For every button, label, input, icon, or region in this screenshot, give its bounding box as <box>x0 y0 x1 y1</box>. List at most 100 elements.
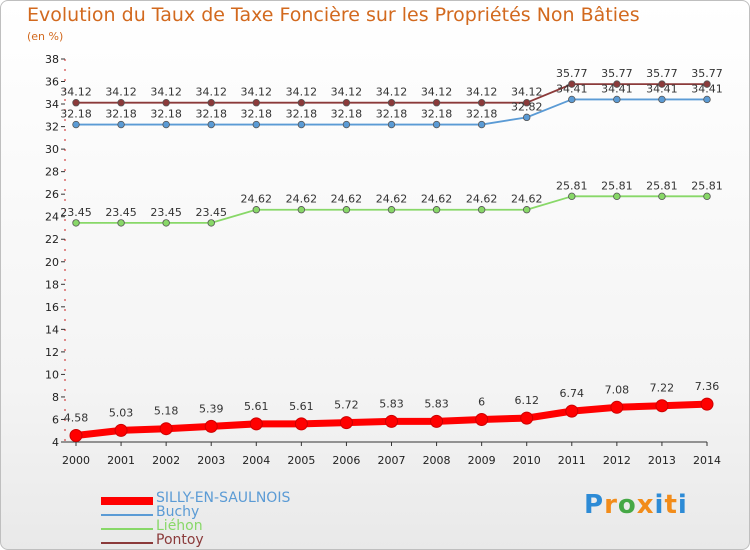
legend-swatch <box>101 542 153 544</box>
data-point <box>703 95 711 104</box>
y-tick-label: 28 <box>45 166 59 179</box>
data-label: 32.18 <box>421 108 453 121</box>
data-point <box>297 99 306 107</box>
data-point <box>72 219 80 227</box>
data-point <box>252 206 260 214</box>
data-point <box>387 99 396 107</box>
y-unit-label: (en %) <box>27 30 64 43</box>
data-point <box>297 206 306 214</box>
data-label: 24.62 <box>466 193 498 206</box>
data-point <box>613 192 621 201</box>
y-tick-label: 36 <box>45 76 59 89</box>
series-layer <box>69 80 714 442</box>
data-point <box>339 416 353 430</box>
data-label: 5.61 <box>289 400 314 413</box>
data-point <box>207 99 215 107</box>
data-point <box>207 219 215 227</box>
y-tick-label: 6 <box>52 413 59 426</box>
data-label: 25.81 <box>646 179 678 192</box>
data-label: 4.58 <box>64 411 89 424</box>
data-point <box>204 419 218 433</box>
logo-letter: x <box>636 490 655 520</box>
y-tick-label: 24 <box>45 211 59 224</box>
data-point <box>294 417 308 431</box>
data-label: 7.08 <box>605 383 630 396</box>
x-tick-label: 2008 <box>423 454 451 467</box>
legend-label: Liéhon <box>156 518 203 534</box>
data-point <box>700 397 714 411</box>
data-point <box>162 99 170 107</box>
data-label: 34.12 <box>241 86 273 99</box>
y-tick-label: 30 <box>45 143 59 156</box>
data-label: 35.77 <box>646 67 678 80</box>
data-point <box>117 99 125 107</box>
y-tick-label: 26 <box>45 188 59 201</box>
data-point <box>430 414 444 428</box>
logo-letter: r <box>604 490 618 520</box>
data-point <box>477 120 486 129</box>
data-label: 24.62 <box>241 193 273 206</box>
data-label: 32.18 <box>286 108 318 121</box>
data-point <box>297 120 306 129</box>
data-label: 6 <box>478 395 485 408</box>
data-label: 34.12 <box>195 86 227 99</box>
legend-label: SILLY-EN-SAULNOIS <box>156 490 291 506</box>
legend-swatch <box>101 497 153 505</box>
data-labels-layer: 23.45 23.45 23.45 23.45 24.62 24.62 24.62 24.62… <box>60 67 723 424</box>
x-tick-label: 2010 <box>513 454 541 467</box>
data-label: 34.41 <box>646 82 678 95</box>
data-point <box>385 414 398 428</box>
data-label: 32.18 <box>331 108 363 121</box>
y-tick-label: 16 <box>45 301 59 314</box>
data-label: 23.45 <box>150 206 182 219</box>
logo-letter: P <box>584 490 605 520</box>
x-tick-label: 2004 <box>242 454 270 467</box>
y-tick-label: 8 <box>52 391 59 404</box>
data-label: 5.18 <box>154 405 179 418</box>
data-label: 24.62 <box>421 193 453 206</box>
y-tick-label: 14 <box>45 323 59 336</box>
data-point <box>703 192 711 201</box>
y-tick-label: 10 <box>45 368 59 381</box>
data-label: 34.12 <box>421 86 453 99</box>
data-point <box>387 120 396 129</box>
logo-letter: i <box>654 490 665 520</box>
data-point <box>523 206 531 214</box>
data-point <box>568 95 576 104</box>
data-label: 5.83 <box>424 397 449 410</box>
axes: 4 6 8 10 12 14 16 18 20 22 24 26 28 30 32 34 36 38 2000 200… <box>45 53 721 467</box>
data-label: 5.61 <box>244 400 269 413</box>
data-label: 34.41 <box>556 82 588 95</box>
data-label: 32.18 <box>376 108 408 121</box>
data-label: 34.12 <box>60 86 92 99</box>
data-point <box>477 206 486 214</box>
legend-label: Buchy <box>156 504 200 520</box>
data-label: 34.12 <box>511 86 543 99</box>
y-tick-label: 22 <box>45 233 59 246</box>
data-point <box>162 120 170 129</box>
y-tick-label: 20 <box>45 256 59 269</box>
data-point <box>432 99 441 107</box>
data-label: 23.45 <box>195 206 227 219</box>
data-point <box>117 219 125 227</box>
legend-label: Pontoy <box>156 532 204 548</box>
data-label: 34.12 <box>466 86 498 99</box>
data-label: 34.12 <box>150 86 182 99</box>
x-tick-label: 2000 <box>62 454 90 467</box>
proxiti-logo: Proxiti <box>584 490 688 520</box>
data-point <box>568 80 576 88</box>
data-label: 5.39 <box>199 402 224 415</box>
data-point <box>342 120 351 129</box>
x-tick-label: 2009 <box>468 454 496 467</box>
data-label: 23.45 <box>105 206 137 219</box>
data-label: 32.18 <box>195 108 227 121</box>
data-point <box>249 417 263 431</box>
data-label: 35.77 <box>601 67 633 80</box>
data-label: 25.81 <box>691 179 723 192</box>
data-point <box>475 412 489 426</box>
x-tick-label: 2003 <box>197 454 225 467</box>
data-label: 7.36 <box>695 380 720 393</box>
data-label: 34.12 <box>331 86 363 99</box>
data-point <box>523 99 531 107</box>
